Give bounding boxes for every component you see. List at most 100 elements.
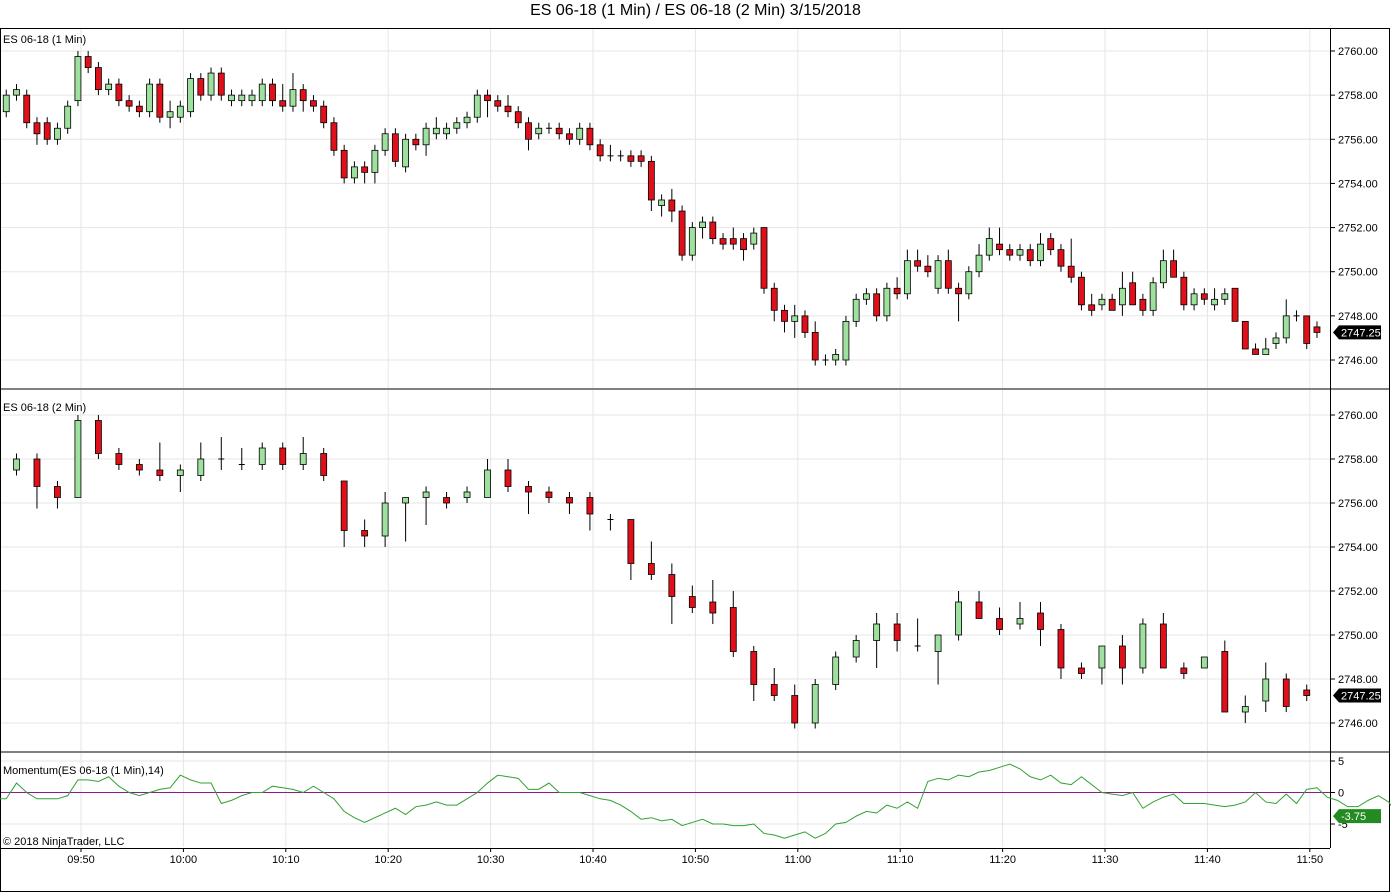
chart-title: ES 06-18 (1 Min) / ES 06-18 (2 Min) 3/15… bbox=[530, 2, 861, 19]
candle-down bbox=[330, 122, 338, 151]
candle-down bbox=[647, 563, 655, 575]
candle-up bbox=[402, 138, 410, 168]
candle-down bbox=[115, 83, 123, 102]
candle-down bbox=[33, 458, 41, 487]
candle-up bbox=[1098, 298, 1106, 306]
x-tick-label: 11:10 bbox=[887, 854, 914, 866]
candle-down bbox=[1006, 249, 1014, 256]
y-tick-label: 0 bbox=[1338, 788, 1344, 800]
candle-up bbox=[422, 491, 430, 498]
y-tick-label: 5 bbox=[1338, 756, 1344, 768]
candle-up bbox=[934, 260, 942, 289]
candle-down bbox=[647, 160, 655, 201]
candle-down bbox=[340, 480, 348, 531]
candle-down bbox=[95, 67, 102, 91]
y-tick-label: 2760.00 bbox=[1338, 46, 1378, 58]
y-tick-label: 2748.00 bbox=[1338, 311, 1378, 323]
candle-down bbox=[1170, 260, 1178, 278]
candle-up bbox=[1221, 293, 1229, 300]
candle-down bbox=[1037, 612, 1044, 630]
candle-up bbox=[166, 111, 174, 118]
x-tick-label: 10:10 bbox=[272, 854, 300, 866]
candle-down bbox=[709, 221, 717, 240]
candle-down bbox=[781, 309, 788, 322]
candle-up bbox=[1262, 678, 1270, 702]
candle-down bbox=[893, 623, 901, 641]
candle-up bbox=[1139, 623, 1147, 669]
candle-down bbox=[1159, 623, 1167, 669]
candle-down bbox=[412, 138, 420, 146]
candle-down bbox=[1057, 629, 1065, 669]
y-tick-label: 2760.00 bbox=[1338, 410, 1378, 422]
x-tick-label: 10:50 bbox=[682, 854, 710, 866]
pane-label-2min: ES 06-18 (2 Min) bbox=[3, 402, 86, 414]
candle-up bbox=[955, 601, 962, 636]
candle-down bbox=[1088, 304, 1096, 311]
candle-down bbox=[893, 287, 901, 295]
candle-up bbox=[842, 320, 850, 361]
y-tick-label: 2748.00 bbox=[1338, 674, 1378, 686]
candle-up bbox=[463, 491, 471, 498]
candle-down bbox=[566, 497, 573, 504]
candle-up bbox=[64, 105, 72, 129]
x-tick-label: 11:20 bbox=[989, 854, 1016, 866]
candle-up bbox=[402, 497, 410, 504]
candle-up bbox=[105, 83, 113, 91]
candle-down bbox=[944, 260, 952, 289]
candle-up bbox=[74, 420, 82, 498]
candle-down bbox=[504, 469, 512, 487]
candle-down bbox=[586, 497, 594, 515]
candle-up bbox=[74, 56, 82, 102]
y-tick-label: -5 bbox=[1338, 819, 1348, 831]
candle-down bbox=[750, 651, 758, 685]
candle-up bbox=[576, 127, 584, 140]
candle-down bbox=[1282, 678, 1290, 707]
candle-down bbox=[709, 601, 717, 614]
candle-down bbox=[1252, 348, 1259, 355]
candle-up bbox=[1098, 645, 1106, 669]
candle-down bbox=[1231, 287, 1239, 322]
candle-up bbox=[852, 640, 860, 658]
y-tick-label: 2756.00 bbox=[1338, 134, 1378, 146]
candle-down bbox=[391, 133, 399, 162]
candle-up bbox=[463, 116, 471, 124]
candle-down bbox=[791, 695, 799, 724]
candle-down bbox=[504, 105, 512, 113]
candle-down bbox=[555, 127, 563, 135]
candle-down bbox=[54, 486, 61, 498]
candle-down bbox=[688, 596, 696, 608]
candle-down bbox=[1067, 265, 1075, 278]
candle-down bbox=[43, 122, 51, 140]
candle-down bbox=[1303, 689, 1311, 696]
candle-up bbox=[791, 315, 799, 322]
candle-down bbox=[627, 155, 635, 162]
candle-down bbox=[668, 199, 676, 212]
x-tick-label: 11:50 bbox=[1296, 854, 1323, 866]
candle-down bbox=[310, 100, 317, 107]
candle-down bbox=[760, 227, 768, 289]
candle-up bbox=[852, 298, 860, 322]
last-price-marker-2min: 2747.25 bbox=[1333, 688, 1381, 703]
candle-up bbox=[443, 127, 450, 135]
x-tick-label: 10:00 bbox=[170, 854, 198, 866]
candle-up bbox=[299, 453, 307, 465]
candle-up bbox=[873, 623, 881, 641]
candle-up bbox=[1016, 249, 1024, 256]
candle-up bbox=[13, 458, 20, 471]
candle-down bbox=[361, 530, 369, 537]
candle-down bbox=[1303, 315, 1311, 344]
candle-up bbox=[187, 78, 194, 113]
candle-down bbox=[637, 155, 645, 162]
candle-up bbox=[473, 94, 481, 118]
candle-down bbox=[1047, 238, 1055, 251]
candle-down bbox=[678, 210, 686, 256]
x-tick-label: 11:00 bbox=[784, 854, 811, 866]
candle-down bbox=[770, 287, 778, 311]
y-tick-label: 2750.00 bbox=[1338, 630, 1378, 642]
candle-down bbox=[443, 497, 450, 504]
y-tick-label: 2750.00 bbox=[1338, 267, 1378, 279]
candle-down bbox=[269, 83, 276, 102]
candle-up bbox=[176, 469, 184, 476]
candle-down bbox=[975, 601, 983, 619]
